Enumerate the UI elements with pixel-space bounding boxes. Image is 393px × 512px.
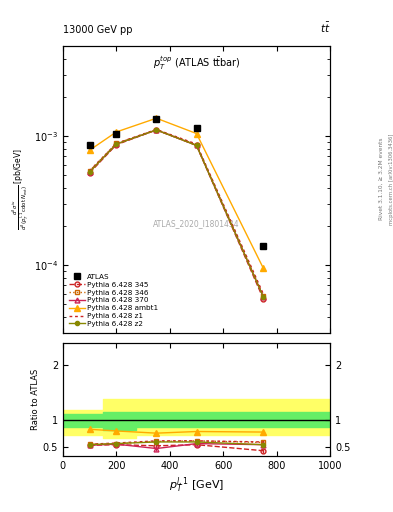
Pythia 6.428 z2	[261, 294, 266, 300]
Y-axis label: $\frac{d^2\sigma^{iu}}{d^2(p_T^{l,1}\,\mathrm{cdot}\,N_\mathrm{evt})}$ [pb/GeV]: $\frac{d^2\sigma^{iu}}{d^2(p_T^{l,1}\,\m…	[11, 148, 31, 230]
Line: ATLAS: ATLAS	[86, 116, 266, 249]
Pythia 6.428 z2	[194, 142, 199, 148]
Pythia 6.428 345	[114, 142, 119, 148]
Pythia 6.428 346	[87, 168, 92, 174]
Pythia 6.428 z1	[194, 141, 199, 147]
Pythia 6.428 370	[194, 142, 199, 148]
Pythia 6.428 345	[194, 142, 199, 148]
Legend: ATLAS, Pythia 6.428 345, Pythia 6.428 346, Pythia 6.428 370, Pythia 6.428 ambt1,: ATLAS, Pythia 6.428 345, Pythia 6.428 34…	[66, 272, 161, 329]
ATLAS	[154, 116, 159, 122]
Pythia 6.428 370	[154, 127, 159, 133]
Pythia 6.428 ambt1	[261, 265, 266, 271]
Line: Pythia 6.428 345: Pythia 6.428 345	[87, 127, 266, 301]
Pythia 6.428 345	[154, 127, 159, 133]
Pythia 6.428 ambt1	[154, 115, 159, 121]
ATLAS	[114, 131, 119, 137]
ATLAS	[194, 125, 199, 132]
Pythia 6.428 z1	[87, 168, 92, 174]
Pythia 6.428 346	[261, 293, 266, 299]
Line: Pythia 6.428 z2: Pythia 6.428 z2	[88, 128, 265, 299]
Text: $p_T^{top}$ (ATLAS t$\bar{\mathrm{t}}$bar): $p_T^{top}$ (ATLAS t$\bar{\mathrm{t}}$ba…	[152, 55, 241, 73]
Pythia 6.428 ambt1	[194, 131, 199, 137]
Pythia 6.428 z1	[154, 126, 159, 133]
Text: $t\bar{t}$: $t\bar{t}$	[320, 20, 330, 35]
Text: Rivet 3.1.10, ≥ 3.2M events: Rivet 3.1.10, ≥ 3.2M events	[379, 138, 384, 221]
Pythia 6.428 z2	[114, 141, 119, 147]
Line: Pythia 6.428 346: Pythia 6.428 346	[87, 127, 266, 298]
Text: ATLAS_2020_I1801434: ATLAS_2020_I1801434	[153, 219, 240, 228]
Pythia 6.428 346	[114, 140, 119, 146]
Pythia 6.428 ambt1	[114, 129, 119, 135]
Y-axis label: Ratio to ATLAS: Ratio to ATLAS	[31, 369, 40, 430]
Line: Pythia 6.428 370: Pythia 6.428 370	[87, 127, 266, 299]
ATLAS	[87, 142, 92, 148]
Text: mcplots.cern.ch [arXiv:1306.3436]: mcplots.cern.ch [arXiv:1306.3436]	[389, 134, 393, 225]
Pythia 6.428 346	[154, 127, 159, 133]
Pythia 6.428 z1	[114, 140, 119, 146]
Pythia 6.428 z1	[261, 291, 266, 297]
Pythia 6.428 370	[114, 141, 119, 147]
Pythia 6.428 370	[87, 169, 92, 175]
Line: Pythia 6.428 ambt1: Pythia 6.428 ambt1	[87, 115, 266, 271]
ATLAS	[261, 243, 266, 249]
X-axis label: $p_T^{l,1}$ [GeV]: $p_T^{l,1}$ [GeV]	[169, 476, 224, 496]
Pythia 6.428 z2	[87, 169, 92, 175]
Pythia 6.428 z2	[154, 127, 159, 133]
Line: Pythia 6.428 z1: Pythia 6.428 z1	[90, 130, 263, 294]
Pythia 6.428 370	[261, 294, 266, 300]
Text: 13000 GeV pp: 13000 GeV pp	[63, 25, 132, 35]
Pythia 6.428 346	[194, 142, 199, 148]
Pythia 6.428 345	[261, 296, 266, 302]
Pythia 6.428 345	[87, 170, 92, 176]
Pythia 6.428 ambt1	[87, 147, 92, 153]
